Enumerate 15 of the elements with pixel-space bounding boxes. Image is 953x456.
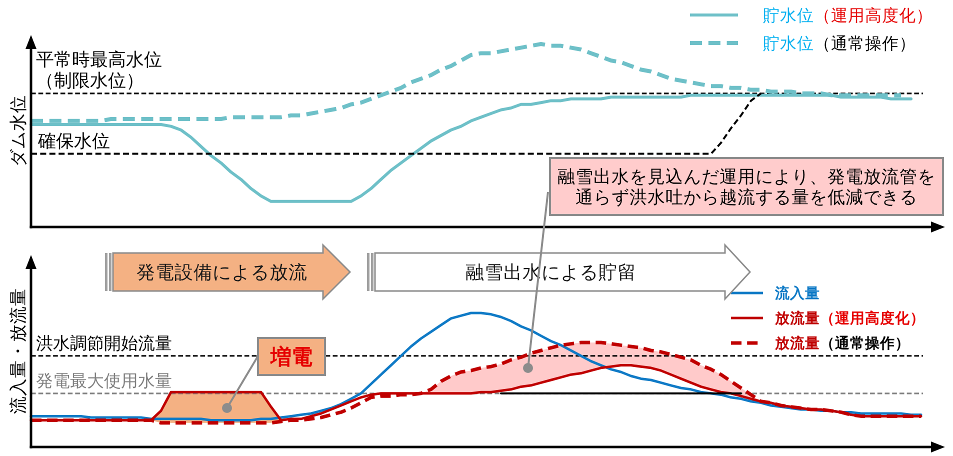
- y-axis-title: 流入量・放流量: [8, 288, 28, 414]
- text: 発電設備による放流: [136, 262, 308, 283]
- ref-line-label: 発電最大使用水量: [36, 371, 172, 390]
- y-axis-title: ダム水位: [8, 95, 28, 167]
- legend-label: 流入量: [774, 284, 820, 302]
- annotation: 確保水位: [37, 130, 110, 151]
- ref-line-label: 平常時最高水位（制限水位）: [36, 50, 162, 90]
- legend-label: 放流量（運用高度化）: [774, 309, 925, 328]
- legend-label: 貯水位（通常操作）: [763, 34, 916, 53]
- annotation: 融雪出水を見込んだ運用により、発電放流管を通らず洪水吐から越流する量を低減できる: [558, 166, 936, 208]
- text: 融雪出水による貯留: [466, 262, 636, 283]
- legend-label: 貯水位（運用高度化）: [763, 6, 933, 25]
- ref-line-label: 洪水調節開始流量: [36, 334, 172, 353]
- legend-label: 放流量（通常操作）: [774, 334, 910, 352]
- annotation: 増電: [270, 345, 312, 370]
